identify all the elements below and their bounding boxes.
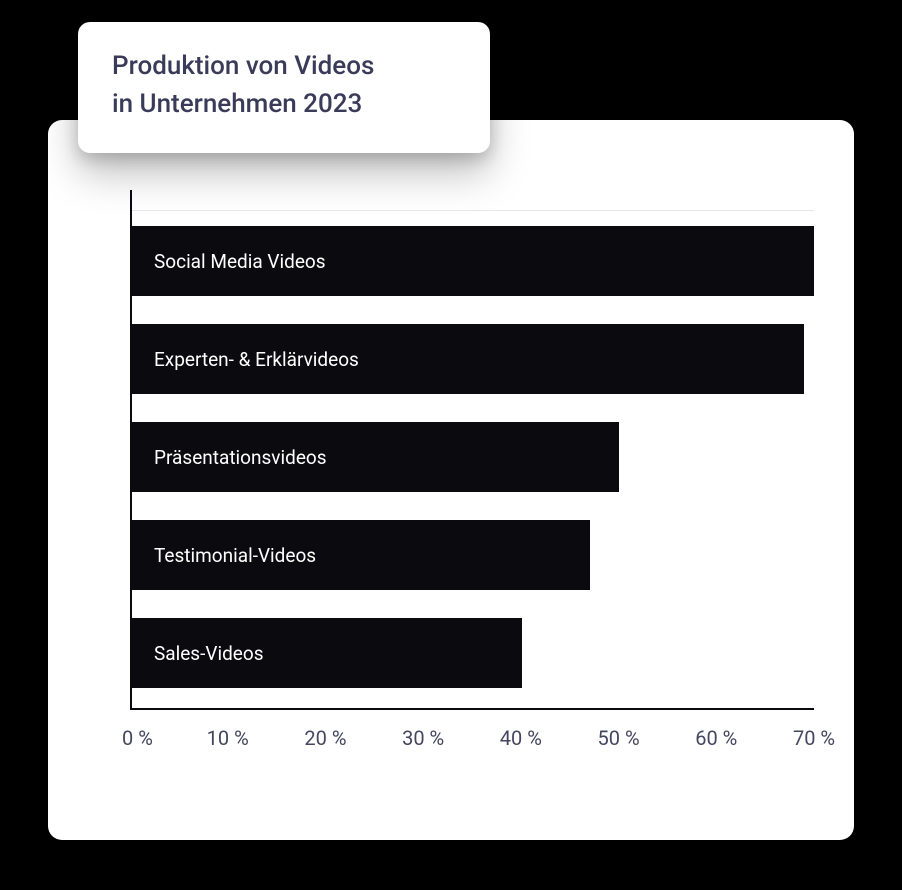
title-line-1: Produktion von Videos: [112, 48, 456, 86]
title-card: Produktion von Videos in Unternehmen 202…: [78, 22, 490, 153]
bar-label: Experten- & Erklärvideos: [154, 348, 359, 371]
title-line-2: in Unternehmen 2023: [112, 86, 456, 124]
bar-social-media: Social Media Videos: [132, 226, 814, 296]
bar-label: Testimonial-Videos: [154, 544, 316, 567]
bar-label: Social Media Videos: [154, 250, 326, 273]
x-tick-70: 70 %: [793, 726, 835, 750]
x-tick-0: 0 %: [122, 726, 153, 750]
chart-plot: Social Media Videos Experten- & Erklärvi…: [130, 190, 814, 710]
bar-experten: Experten- & Erklärvideos: [132, 324, 804, 394]
grid-line-top: [132, 210, 814, 211]
x-tick-60: 60 %: [695, 726, 737, 750]
bar-label: Sales-Videos: [154, 642, 264, 665]
x-tick-10: 10 %: [207, 726, 249, 750]
x-tick-50: 50 %: [598, 726, 640, 750]
bars-container: Social Media Videos Experten- & Erklärvi…: [132, 226, 814, 708]
bar-praesentation: Präsentationsvideos: [132, 422, 619, 492]
x-tick-20: 20 %: [304, 726, 346, 750]
x-tick-30: 30 %: [402, 726, 444, 750]
chart-card: Social Media Videos Experten- & Erklärvi…: [48, 120, 854, 840]
bar-label: Präsentationsvideos: [154, 446, 327, 469]
bar-testimonial: Testimonial-Videos: [132, 520, 590, 590]
chart-area: Social Media Videos Experten- & Erklärvi…: [88, 190, 814, 770]
x-axis: 0 % 10 % 20 % 30 % 40 % 50 % 60 % 70 %: [130, 710, 814, 770]
x-tick-40: 40 %: [500, 726, 542, 750]
bar-sales: Sales-Videos: [132, 618, 522, 688]
